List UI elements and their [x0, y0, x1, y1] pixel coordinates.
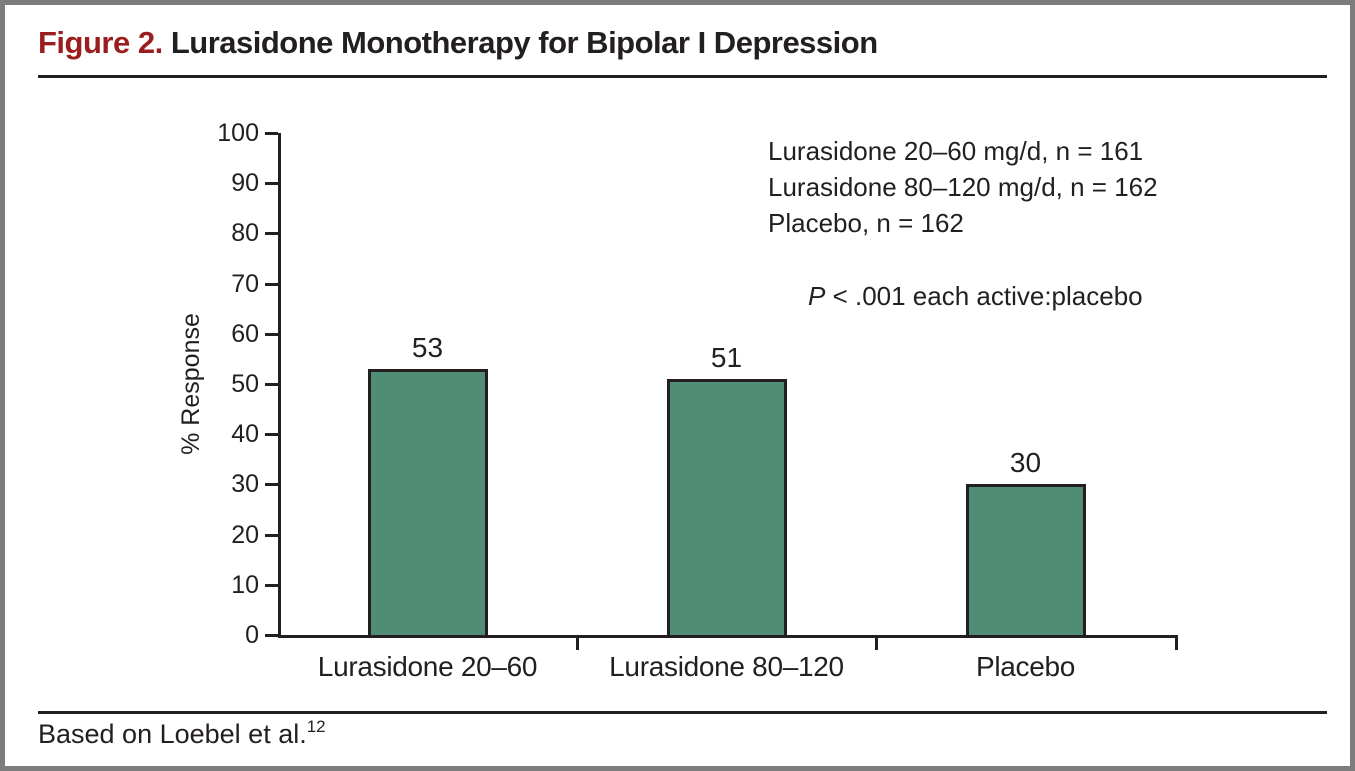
figure-number-label: Figure 2. — [38, 25, 163, 60]
y-tick — [265, 583, 278, 587]
source-text: Based on Loebel et al. — [38, 719, 307, 749]
legend-line-1: Lurasidone 20–60 mg/d, n = 161 — [768, 136, 1144, 166]
y-tick-label: 20 — [231, 520, 259, 549]
y-tick-label: 100 — [217, 119, 259, 147]
legend-line-3: Placebo, n = 162 — [768, 208, 964, 238]
y-tick-label: 80 — [231, 219, 259, 248]
y-tick-label: 0 — [245, 621, 259, 649]
y-tick — [265, 433, 278, 437]
p-symbol: P — [808, 281, 826, 311]
y-tick — [265, 282, 278, 286]
p-value-annotation: P < .001 each active:placebo — [808, 281, 1143, 312]
figure-title-text: Lurasidone Monotherapy for Bipolar I Dep… — [170, 25, 878, 60]
y-tick — [265, 332, 278, 336]
x-tick — [1175, 638, 1178, 650]
bar-chart: % Response 0 10 20 30 40 50 60 70 80 90 100 53 Luras… — [5, 5, 1350, 766]
chart-legend: Lurasidone 20–60 mg/d, n = 161 Lurasidon… — [768, 133, 1158, 241]
y-tick-label: 50 — [231, 370, 259, 398]
y-tick-label: 10 — [231, 570, 259, 599]
y-tick-label: 90 — [231, 169, 259, 198]
y-tick-label: 70 — [231, 269, 259, 298]
y-tick — [265, 182, 278, 186]
p-text: < .001 each active:placebo — [825, 281, 1143, 311]
y-tick — [265, 132, 278, 135]
y-tick — [265, 483, 278, 487]
bar — [965, 484, 1086, 638]
x-category-label: Lurasidone 20–60 — [317, 651, 538, 682]
y-tick — [265, 634, 278, 637]
y-tick — [265, 232, 278, 236]
x-category-label: Placebo — [975, 651, 1076, 682]
source-note: Based on Loebel et al.12 — [38, 717, 326, 750]
bar-value-label: 51 — [710, 341, 743, 373]
y-tick-label: 60 — [231, 319, 259, 348]
x-category-label: Lurasidone 80–120 — [609, 651, 844, 682]
x-tick — [575, 638, 579, 650]
bar-value-label: 53 — [411, 331, 444, 363]
y-axis-line — [278, 133, 281, 638]
bar — [666, 378, 787, 638]
x-tick — [874, 638, 878, 650]
bar — [367, 368, 488, 638]
bar-value-label: 30 — [1009, 447, 1042, 479]
y-tick — [265, 383, 278, 386]
source-reference-superscript: 12 — [306, 717, 326, 736]
figure-title: Figure 2. Lurasidone Monotherapy for Bip… — [38, 25, 878, 61]
legend-line-2: Lurasidone 80–120 mg/d, n = 162 — [768, 172, 1158, 202]
y-tick-label: 30 — [231, 470, 259, 499]
y-tick-label: 40 — [231, 420, 259, 449]
y-tick — [265, 533, 278, 537]
title-divider — [38, 75, 1327, 78]
footer-divider — [38, 711, 1327, 714]
